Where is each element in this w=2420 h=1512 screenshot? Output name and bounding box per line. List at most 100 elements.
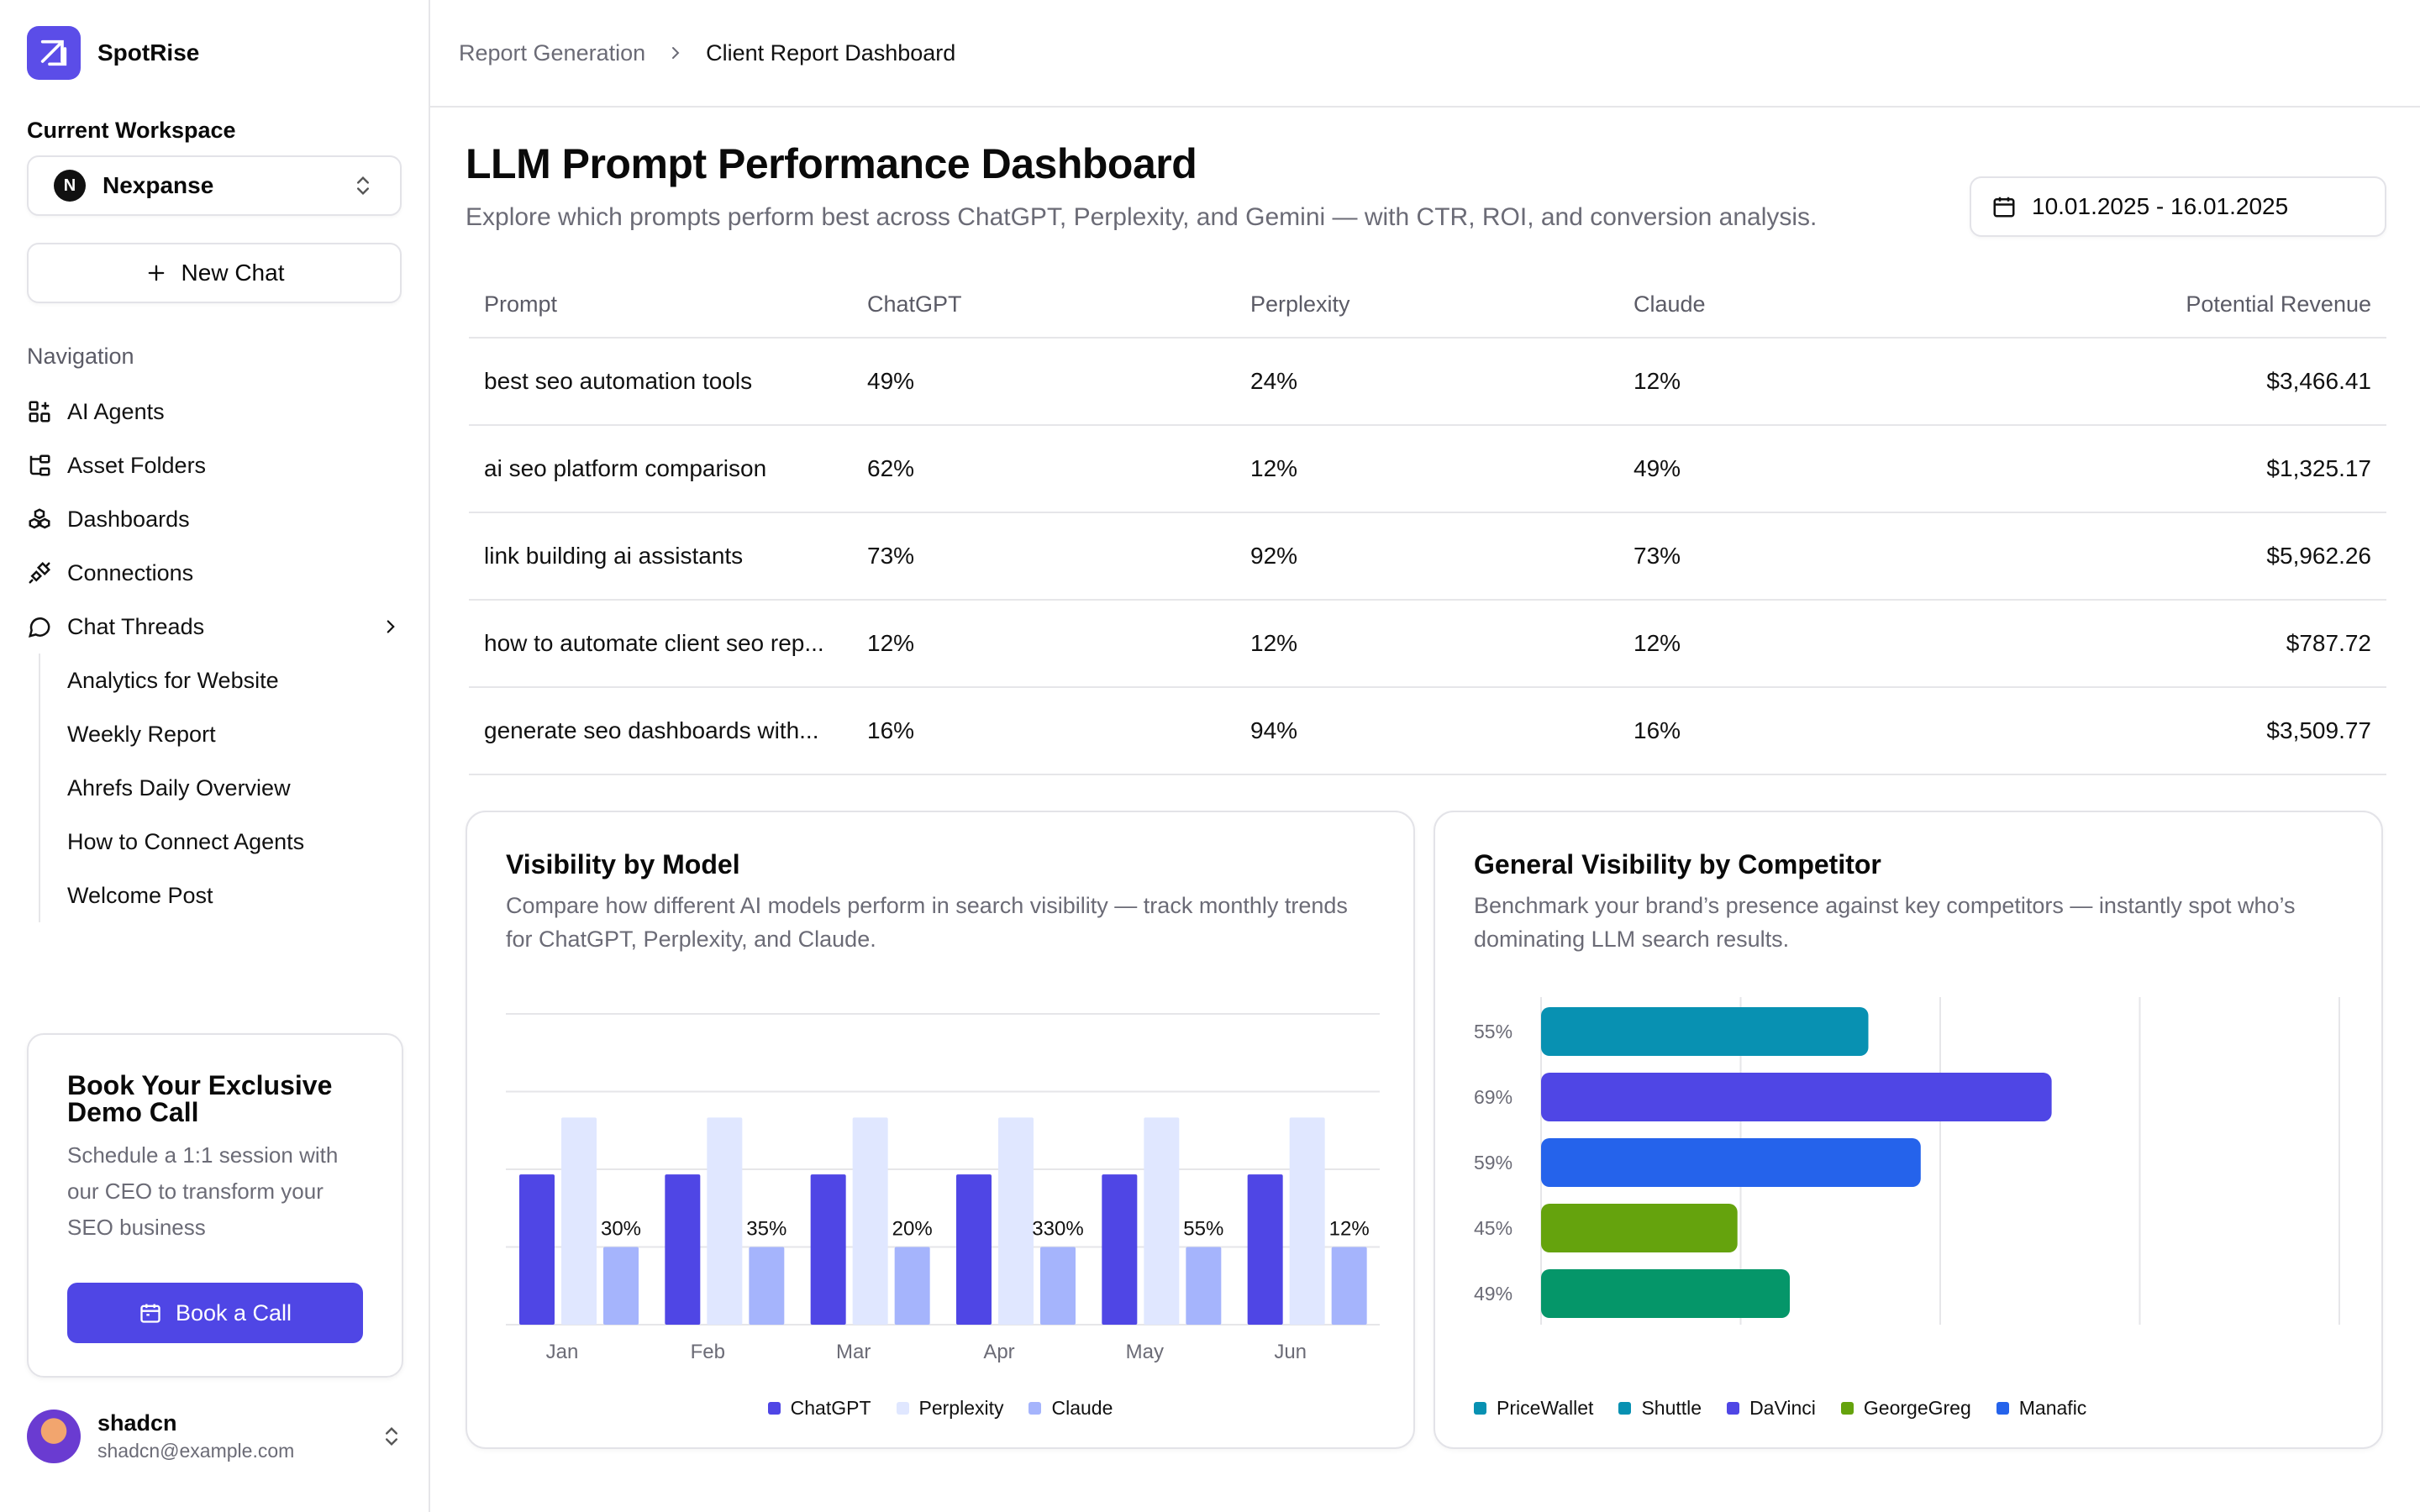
thread-item[interactable]: Analytics for Website: [67, 667, 279, 693]
thread-item[interactable]: How to Connect Agents: [67, 828, 305, 854]
prompt-cell: how to automate client seo rep...: [469, 600, 852, 688]
table-row[interactable]: link building ai assistants 73% 92% 73% …: [469, 512, 2386, 601]
legend-item[interactable]: Manafic: [1996, 1397, 2087, 1420]
card-subtitle: Compare how different AI models perform …: [506, 893, 1348, 952]
bar-claude-feb[interactable]: [749, 1247, 785, 1326]
y-tick-label: 69%: [1474, 1086, 1512, 1108]
competitor-bar[interactable]: [1541, 1138, 1921, 1187]
competitor-bar[interactable]: [1541, 1269, 1791, 1318]
bar-perplexity-apr[interactable]: [998, 1117, 1034, 1325]
data-label: 12%: [1329, 1217, 1370, 1240]
visibility-by-competitor-card: General Visibility by Competitor Benchma…: [1434, 811, 2383, 1449]
thread-item[interactable]: Ahrefs Daily Overview: [67, 774, 291, 801]
nav-item-asset-folders[interactable]: Asset Folders: [27, 438, 402, 492]
bar-claude-may[interactable]: [1186, 1247, 1222, 1326]
date-range-picker[interactable]: 10.01.2025 - 16.01.2025: [1970, 176, 2386, 237]
legend-item[interactable]: PriceWallet: [1474, 1397, 1593, 1420]
legend-swatch: [1840, 1402, 1854, 1415]
workspace-select[interactable]: N Nexpanse: [27, 155, 402, 216]
data-label: 30%: [601, 1217, 641, 1240]
legend-label: PriceWallet: [1497, 1397, 1594, 1419]
promo-text: Schedule a 1:1 session with our CEO to t…: [67, 1142, 339, 1240]
bar-chatgpt-jan[interactable]: [519, 1174, 555, 1325]
column-header[interactable]: Claude: [1618, 272, 2002, 339]
user-name: shadcn: [97, 1410, 177, 1436]
folder-tree-icon: [29, 454, 50, 476]
date-range-value: 10.01.2025 - 16.01.2025: [2032, 193, 2289, 219]
nav-item-ai-agents[interactable]: AI Agents: [27, 385, 402, 438]
column-header[interactable]: Potential Revenue: [2002, 272, 2386, 339]
bar-perplexity-jun[interactable]: [1289, 1117, 1325, 1325]
boxes-icon: [29, 508, 50, 529]
legend-item[interactable]: DaVinci: [1727, 1397, 1816, 1420]
legend-item[interactable]: GeorgeGreg: [1840, 1397, 1971, 1420]
thread-item[interactable]: Weekly Report: [67, 721, 216, 747]
bar-claude-mar[interactable]: [894, 1247, 930, 1326]
chart-legend: PriceWallet Shuttle DaVinci GeorgeGreg Manaf…: [1474, 1397, 2086, 1420]
bar-claude-apr[interactable]: [1040, 1247, 1076, 1326]
legend-item[interactable]: Claude: [1028, 1397, 1113, 1420]
bar-claude-jun[interactable]: [1331, 1247, 1367, 1326]
spotrise-logo-icon: [27, 26, 81, 80]
bar-chatgpt-apr[interactable]: [956, 1174, 992, 1325]
column-header[interactable]: ChatGPT: [852, 272, 1235, 339]
legend-item[interactable]: Shuttle: [1618, 1397, 1702, 1420]
chevron-right-icon: [672, 47, 680, 59]
competitor-bar[interactable]: [1541, 1204, 1738, 1252]
breadcrumb-parent[interactable]: Report Generation: [459, 39, 646, 66]
bar-claude-jan[interactable]: [603, 1247, 639, 1326]
nav-item-chat-threads[interactable]: Chat Threads: [27, 600, 402, 654]
new-chat-button[interactable]: New Chat: [27, 243, 402, 303]
thread-item[interactable]: Welcome Post: [67, 882, 213, 908]
claude-cell: 16%: [1618, 687, 2002, 775]
bar-chatgpt-mar[interactable]: [810, 1174, 846, 1325]
table-row[interactable]: generate seo dashboards with... 16% 94% …: [469, 687, 2386, 775]
user-menu[interactable]: shadcn shadcn@example.com: [27, 1404, 403, 1468]
chevron-right-icon[interactable]: [380, 616, 402, 638]
avatar: [27, 1410, 81, 1463]
claude-cell: 12%: [1618, 338, 2002, 426]
column-header[interactable]: Perplexity: [1235, 272, 1618, 339]
bar-chatgpt-jun[interactable]: [1247, 1174, 1283, 1325]
legend-label: Shuttle: [1641, 1397, 1702, 1419]
bar-chatgpt-feb[interactable]: [665, 1174, 701, 1325]
bar-chatgpt-may[interactable]: [1102, 1174, 1138, 1325]
claude-cell: 49%: [1618, 425, 2002, 513]
data-label: 20%: [892, 1217, 933, 1240]
nav-item-label: Connections: [67, 559, 194, 585]
bar-perplexity-feb[interactable]: [707, 1117, 743, 1325]
perplexity-cell: 24%: [1235, 338, 1618, 426]
brand[interactable]: SpotRise: [27, 0, 402, 106]
bar-perplexity-jan[interactable]: [561, 1117, 597, 1325]
page-title: LLM Prompt Performance Dashboard: [466, 140, 1197, 187]
y-tick-label: 49%: [1474, 1283, 1512, 1305]
competitor-bar[interactable]: [1541, 1073, 2052, 1121]
legend-item[interactable]: Perplexity: [896, 1397, 1004, 1420]
chat-threads-list: Analytics for Website Weekly Report Ahre…: [39, 654, 402, 922]
table-row[interactable]: ai seo platform comparison 62% 12% 49% $…: [469, 425, 2386, 513]
perplexity-cell: 92%: [1235, 512, 1618, 601]
legend-swatch: [1996, 1402, 2009, 1415]
y-tick-label: 45%: [1474, 1217, 1512, 1239]
data-label: 55%: [1183, 1217, 1223, 1240]
nav-item-dashboards[interactable]: Dashboards: [27, 492, 402, 546]
book-call-button[interactable]: Book a Call: [67, 1283, 363, 1343]
column-header[interactable]: Prompt: [469, 272, 852, 339]
competitor-bar[interactable]: [1541, 1007, 1869, 1056]
nav-item-label: Dashboards: [67, 506, 190, 532]
legend-item[interactable]: ChatGPT: [767, 1397, 871, 1420]
main-content: Report Generation Client Report Dashboar…: [430, 0, 2420, 1512]
table-row[interactable]: best seo automation tools 49% 24% 12% $3…: [469, 338, 2386, 426]
legend-label: GeorgeGreg: [1863, 1397, 1971, 1419]
legend-label: Manafic: [2018, 1397, 2087, 1419]
legend-label: Perplexity: [918, 1397, 1004, 1419]
nav-item-connections[interactable]: Connections: [27, 546, 402, 600]
revenue-cell: $5,962.26: [2002, 512, 2386, 601]
revenue-cell: $1,325.17: [2002, 425, 2386, 513]
table-row[interactable]: how to automate client seo rep... 12% 12…: [469, 600, 2386, 688]
bar-perplexity-mar[interactable]: [852, 1117, 888, 1325]
chatgpt-cell: 49%: [852, 338, 1235, 426]
bar-perplexity-may[interactable]: [1144, 1117, 1180, 1325]
legend-label: Claude: [1051, 1397, 1113, 1419]
data-label: 330%: [1032, 1217, 1083, 1240]
